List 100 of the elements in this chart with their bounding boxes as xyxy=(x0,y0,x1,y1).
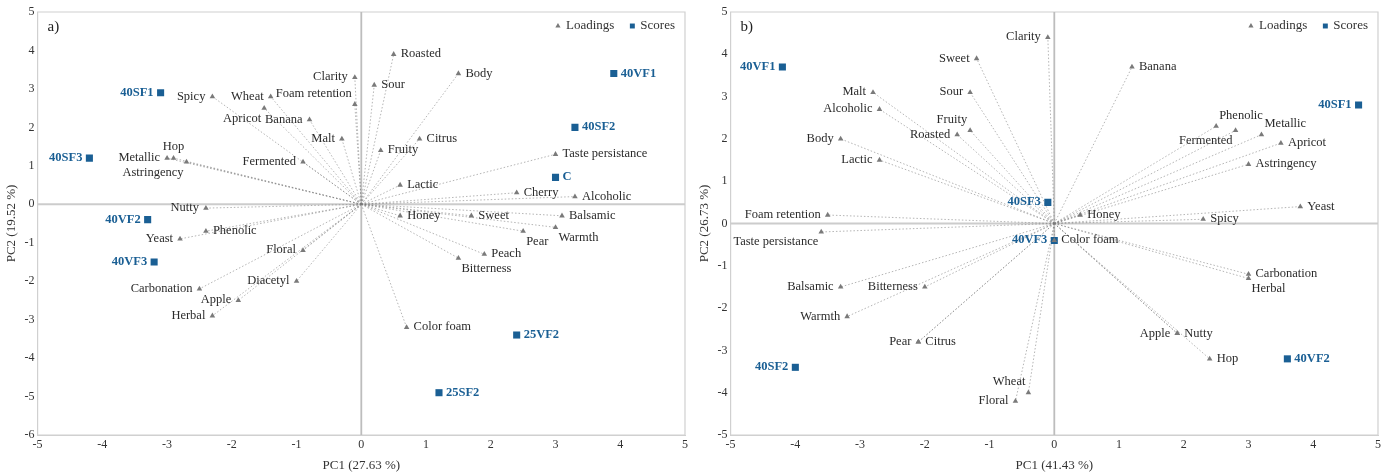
annotation: Taste persistance xyxy=(562,146,648,161)
annotation: Wheat xyxy=(231,88,265,103)
x-tick-label: -1 xyxy=(984,437,995,452)
annotation: Phenolic xyxy=(212,223,258,238)
point xyxy=(352,74,358,79)
annotation: Fermented xyxy=(1179,132,1234,147)
point xyxy=(377,147,384,153)
point xyxy=(967,127,973,133)
point xyxy=(144,216,152,224)
annotation: b) xyxy=(740,18,754,36)
annotation: Bitterness xyxy=(461,260,512,275)
annotation: Lactic xyxy=(407,177,439,192)
y-tick-label: -3 xyxy=(24,311,35,326)
point xyxy=(967,89,973,94)
x-tick-label: 0 xyxy=(1051,437,1058,452)
annotation: Pear xyxy=(526,233,550,248)
annotation: Spicy xyxy=(176,88,207,103)
annotation: Carbonation xyxy=(130,280,194,295)
annotation: Balsamic xyxy=(568,207,616,222)
y-tick-label: 1 xyxy=(721,173,728,188)
x-tick-label: 2 xyxy=(1180,437,1187,452)
point xyxy=(954,131,960,137)
point xyxy=(455,254,462,260)
y-tick-label: 0 xyxy=(28,196,35,211)
annotation: 40VF3 xyxy=(111,253,148,268)
y-axis-title: PC2 (26.73 %) xyxy=(696,184,712,263)
annotation: Yeast xyxy=(1307,198,1336,213)
y-tick-label: -2 xyxy=(717,300,728,315)
point xyxy=(1044,198,1052,206)
annotation: Body xyxy=(806,130,835,145)
annotation: Lactic xyxy=(841,152,873,167)
annotation: Hop xyxy=(162,138,185,153)
y-tick-label: -4 xyxy=(24,350,35,365)
x-tick-label: -1 xyxy=(291,437,302,452)
point xyxy=(844,313,850,319)
point xyxy=(390,51,397,56)
x-tick-label: 4 xyxy=(617,437,624,452)
annotation: 40SF3 xyxy=(1007,194,1041,209)
annotation: Herbal xyxy=(1251,281,1287,296)
point xyxy=(203,204,209,210)
point xyxy=(300,158,306,164)
x-tick-label: -4 xyxy=(790,437,801,452)
point xyxy=(973,55,980,61)
legend-label: Scores xyxy=(1333,17,1369,33)
point xyxy=(559,212,565,218)
point xyxy=(403,324,410,329)
annotation: Wheat xyxy=(992,374,1026,389)
point xyxy=(164,154,170,160)
annotation: Clarity xyxy=(313,69,349,84)
point xyxy=(481,251,488,256)
point xyxy=(551,173,560,181)
annotation: Bitterness xyxy=(867,278,918,293)
point xyxy=(183,158,190,164)
annotation: Metallic xyxy=(1264,116,1307,131)
annotation: Banana xyxy=(265,111,303,126)
point xyxy=(922,283,928,289)
x-tick-label: -3 xyxy=(162,437,173,452)
point xyxy=(1045,34,1051,39)
point xyxy=(572,193,578,199)
point xyxy=(791,363,799,371)
point xyxy=(1258,131,1265,137)
annotation: 40VF1 xyxy=(620,65,657,80)
point xyxy=(1232,127,1239,133)
annotation: Yeast xyxy=(145,230,174,245)
legend-label: Loadings xyxy=(565,17,615,33)
point xyxy=(1200,216,1206,221)
y-tick-label: 2 xyxy=(28,119,35,134)
annotation: Honey xyxy=(407,207,442,222)
point xyxy=(435,389,443,397)
point xyxy=(837,135,844,141)
annotation: Foam retention xyxy=(275,85,353,100)
point xyxy=(552,224,559,229)
annotation: Malt xyxy=(311,130,336,145)
point xyxy=(818,228,824,234)
point xyxy=(85,154,93,162)
annotation: Citrus xyxy=(426,130,458,145)
point xyxy=(1245,161,1252,166)
point xyxy=(1355,101,1363,109)
annotation: Apricot xyxy=(1287,135,1327,150)
point xyxy=(571,123,579,131)
annotation: Alcoholic xyxy=(581,188,632,203)
legend-label: Scores xyxy=(640,17,676,33)
annotation: Nutty xyxy=(1184,325,1214,340)
point xyxy=(1278,139,1284,145)
x-tick-label: 5 xyxy=(682,437,688,452)
y-tick-label: 4 xyxy=(28,42,35,57)
point xyxy=(552,151,559,156)
annotation: Fruity xyxy=(387,142,420,157)
annotation: Body xyxy=(465,65,494,80)
point xyxy=(876,156,883,162)
y-tick-label: -6 xyxy=(24,427,35,442)
annotation: Roasted xyxy=(909,126,951,141)
x-tick-label: 0 xyxy=(358,437,365,452)
point xyxy=(209,93,216,99)
point xyxy=(1077,211,1083,217)
point xyxy=(778,63,786,71)
annotation: Floral xyxy=(266,242,297,257)
point xyxy=(870,89,876,94)
y-tick-label: -1 xyxy=(717,257,728,272)
annotation: Foam retention xyxy=(744,207,822,222)
